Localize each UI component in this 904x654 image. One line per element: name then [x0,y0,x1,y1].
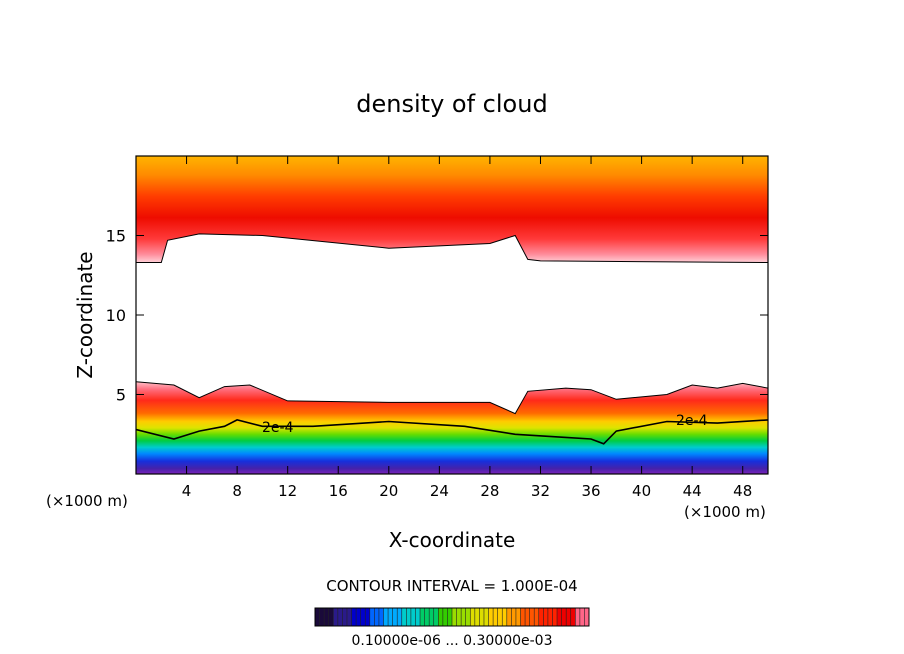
x-axis-label: X-coordinate [389,528,516,552]
colorbar-cell [429,608,435,626]
x-unit-label-left: (×1000 m) [46,492,128,510]
colorbar-label: 0.10000e-06 ... 0.30000e-03 [352,633,553,649]
lower-cloud-edge [136,381,768,415]
colorbar-cell [369,608,375,626]
colorbar-cell [465,608,471,626]
y-axis-label: Z-coordinate [73,251,97,378]
colorbar-cell [483,608,489,626]
colorbar-cell [493,608,498,626]
colorbar-cell [447,608,453,626]
colorbar-cell [552,608,558,626]
colorbar-cell [442,608,448,626]
colorbar-cell [488,608,494,626]
colorbar-cell [324,608,329,626]
contour-interval-text: CONTOUR INTERVAL = 1.000E-04 [326,577,577,595]
colorbar-cell [474,608,480,626]
colorbar-cell [502,608,508,626]
colorbar-cell [529,608,535,626]
y-tick-label: 15 [106,227,126,246]
colorbar-cell [356,608,361,626]
colorbar-cell [452,608,457,626]
colorbar-cell [470,608,476,626]
colorbar-cell [433,608,439,626]
colorbar-cell [383,608,389,626]
colorbar-cell [424,608,430,626]
x-tick-label: 20 [379,482,398,500]
upper-cloud-edge [136,233,768,263]
colorbar-cell [319,608,325,626]
x-tick-label: 24 [430,482,449,500]
colorbar-cell [515,608,521,626]
colorbar-cell [520,608,526,626]
colorbar-cell [328,608,334,626]
colorbar-cell [511,608,517,626]
colorbar-cell [497,608,503,626]
chart-title: density of cloud [356,90,547,118]
colorbar-cell [557,608,562,626]
colorbar-cell [392,608,398,626]
colorbar-cell [438,608,444,626]
colorbar-cell [342,608,348,626]
colorbar-cell [337,608,343,626]
x-tick-label: 44 [683,482,702,500]
x-tick-label: 48 [733,482,752,500]
colorbar-cell [538,608,544,626]
colorbar-cell [456,608,462,626]
colorbar-cell [397,608,403,626]
colorbar-cell [360,608,366,626]
lower-cloud-region [136,381,768,474]
x-tick-label: 8 [232,482,242,500]
plot-fill [136,156,768,474]
colorbar-cell [420,608,425,626]
contour-line-2e-4 [136,419,768,445]
colorbar-cell [406,608,412,626]
colorbar-cell [561,608,567,626]
colorbar-cell [401,608,407,626]
x-tick-label: 32 [531,482,550,500]
colorbar [314,607,590,627]
contour-label-right: 2e-4 [676,413,708,429]
colorbar-cell [506,608,512,626]
colorbar-cell [333,608,339,626]
x-tick-label: 16 [329,482,348,500]
colorbar-cell [534,608,540,626]
colorbar-cell [570,608,576,626]
colorbar-frame [314,607,590,627]
colorbar-cell [461,608,466,626]
x-unit-label-right: (×1000 m) [684,503,766,521]
colorbar-cell [543,608,549,626]
y-tick-label: 5 [116,386,126,405]
colorbar-cell [579,608,585,626]
colorbar-cell [575,608,581,626]
x-tick-label: 4 [182,482,192,500]
x-tick-label: 40 [632,482,651,500]
colorbar-cell [378,608,384,626]
colorbar-cell [388,608,393,626]
colorbar-cell [584,608,590,626]
upper-cloud-region [136,156,768,263]
x-tick-label: 12 [278,482,297,500]
colorbar-cell [547,608,553,626]
colorbar-cell [410,608,416,626]
colorbar-cell [346,608,352,626]
colorbar-cell [374,608,380,626]
x-axis-ticks: 4 8 12 16 20 24 28 32 36 40 44 48 [182,156,752,500]
x-tick-label: 36 [581,482,600,500]
colorbar-cell [315,608,320,626]
colorbar-cell [566,608,572,626]
colorbar-cell [365,608,371,626]
colorbar-cell [525,608,530,626]
contour-label-left: 2e-4 [262,420,294,436]
x-tick-label: 28 [480,482,499,500]
colorbar-cell [351,608,357,626]
colorbar-cell [415,608,421,626]
colorbar-cell [479,608,485,626]
y-tick-label: 10 [106,306,126,325]
y-axis-ticks: 5 10 15 [106,227,768,405]
